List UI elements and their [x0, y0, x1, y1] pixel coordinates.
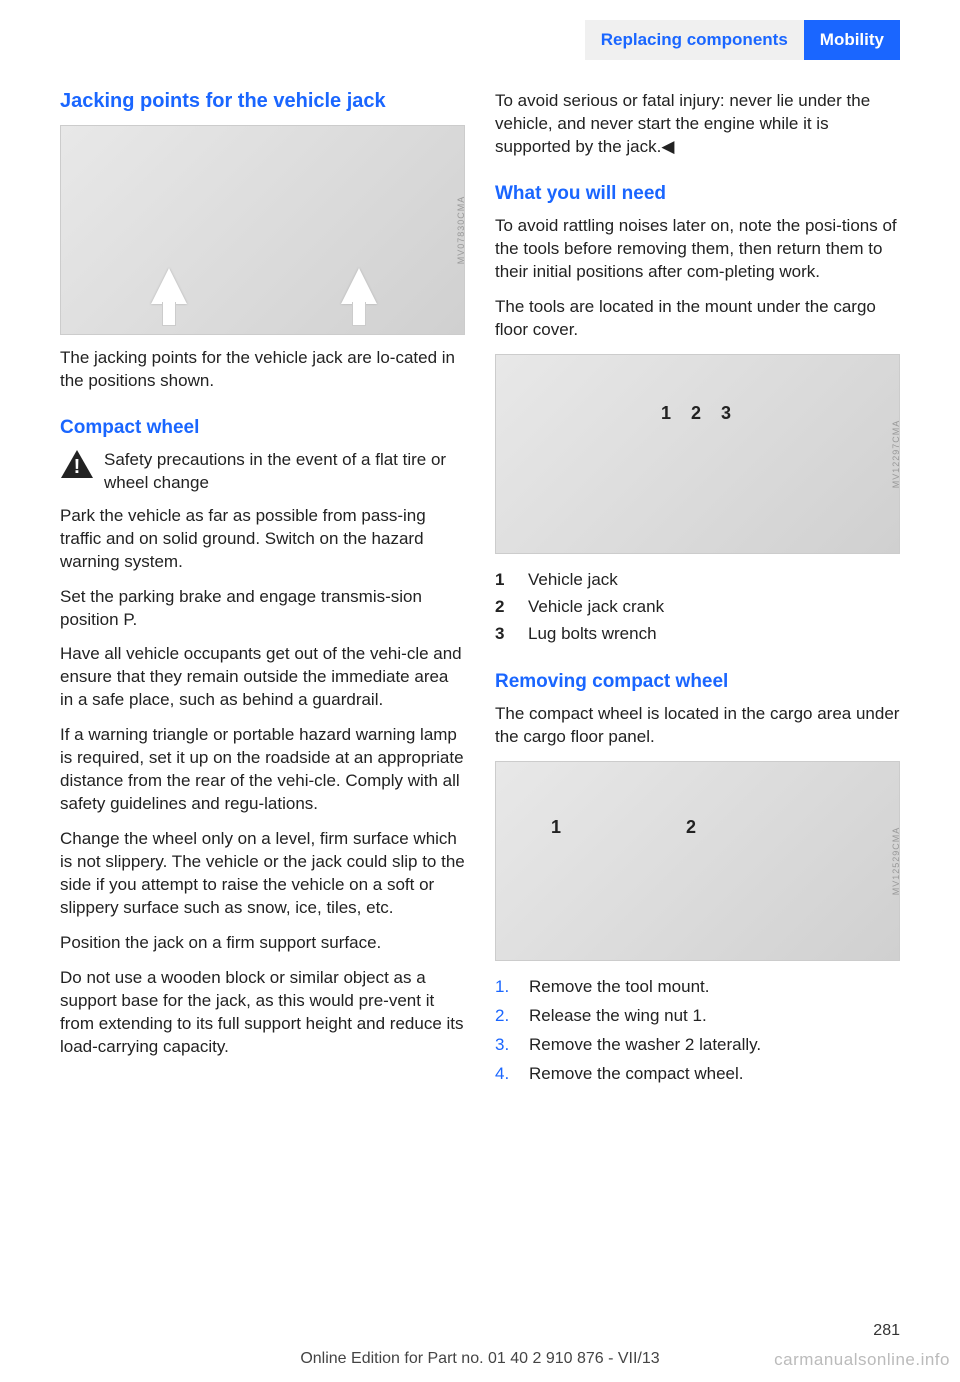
para: To avoid serious or fatal injury: never … [495, 90, 900, 159]
figure-label: MV07830CMA [456, 196, 466, 265]
para: If a warning triangle or portable hazard… [60, 724, 465, 816]
step-text: Remove the tool mount. [529, 973, 709, 1002]
step-item: 1. Remove the tool mount. [495, 973, 900, 1002]
figure-compact-wheel: 1 2 MV12529CMA [495, 761, 900, 961]
para: Change the wheel only on a level, firm s… [60, 828, 465, 920]
step-text: Release the wing nut 1. [529, 1002, 707, 1031]
legend-text: Vehicle jack crank [528, 593, 664, 620]
step-item: 2. Release the wing nut 1. [495, 1002, 900, 1031]
warning-box: ! Safety precautions in the event of a f… [60, 449, 465, 495]
para: The compact wheel is located in the carg… [495, 703, 900, 749]
warning-text: Safety precautions in the event of a fla… [104, 449, 465, 495]
legend-item: 3 Lug bolts wrench [495, 620, 900, 647]
step-number: 1. [495, 973, 515, 1002]
header-chapter: Mobility [804, 20, 900, 60]
legend-tools: 1 Vehicle jack 2 Vehicle jack crank 3 Lu… [495, 566, 900, 648]
figure-label: MV12529CMA [891, 827, 901, 896]
para: Park the vehicle as far as possible from… [60, 505, 465, 574]
page-header: Replacing components Mobility [60, 20, 900, 60]
step-number: 4. [495, 1060, 515, 1089]
figure-callout: 2 [686, 817, 696, 838]
svg-text:!: ! [74, 456, 81, 478]
legend-text: Vehicle jack [528, 566, 618, 593]
step-number: 3. [495, 1031, 515, 1060]
legend-text: Lug bolts wrench [528, 620, 657, 647]
step-item: 3. Remove the washer 2 laterally. [495, 1031, 900, 1060]
steps-list: 1. Remove the tool mount. 2. Release the… [495, 973, 900, 1089]
figure-label: MV12297CMA [891, 419, 901, 488]
para: Have all vehicle occupants get out of th… [60, 643, 465, 712]
warning-triangle-icon: ! [60, 449, 94, 479]
legend-number: 1 [495, 566, 510, 593]
page-number: 281 [873, 1322, 900, 1340]
legend-item: 1 Vehicle jack [495, 566, 900, 593]
para: The tools are located in the mount under… [495, 296, 900, 342]
figure-callout: 1 [551, 817, 561, 838]
header-section: Replacing components [585, 20, 804, 60]
figure-callout: 1 [661, 403, 671, 424]
legend-number: 2 [495, 593, 510, 620]
para-jacking: The jacking points for the vehicle jack … [60, 347, 465, 393]
figure-callout: 2 [691, 403, 701, 424]
heading-what-you-need: What you will need [495, 183, 900, 205]
step-number: 2. [495, 1002, 515, 1031]
legend-item: 2 Vehicle jack crank [495, 593, 900, 620]
figure-jacking-points: MV07830CMA [60, 125, 465, 335]
legend-number: 3 [495, 620, 510, 647]
step-item: 4. Remove the compact wheel. [495, 1060, 900, 1089]
heading-removing-compact: Removing compact wheel [495, 671, 900, 693]
left-column: Jacking points for the vehicle jack MV07… [60, 90, 465, 1089]
step-text: Remove the compact wheel. [529, 1060, 744, 1089]
heading-compact-wheel: Compact wheel [60, 417, 465, 439]
para: Position the jack on a firm support surf… [60, 932, 465, 955]
para: Set the parking brake and engage transmi… [60, 586, 465, 632]
para: Do not use a wooden block or similar obj… [60, 967, 465, 1059]
right-column: To avoid serious or fatal injury: never … [495, 90, 900, 1089]
heading-jacking: Jacking points for the vehicle jack [60, 90, 465, 113]
figure-tools-mount: 1 2 3 MV12297CMA [495, 354, 900, 554]
content-area: Jacking points for the vehicle jack MV07… [0, 60, 960, 1089]
para: To avoid rattling noises later on, note … [495, 215, 900, 284]
step-text: Remove the washer 2 laterally. [529, 1031, 761, 1060]
footer-text: Online Edition for Part no. 01 40 2 910 … [0, 1350, 960, 1368]
figure-callout: 3 [721, 403, 731, 424]
